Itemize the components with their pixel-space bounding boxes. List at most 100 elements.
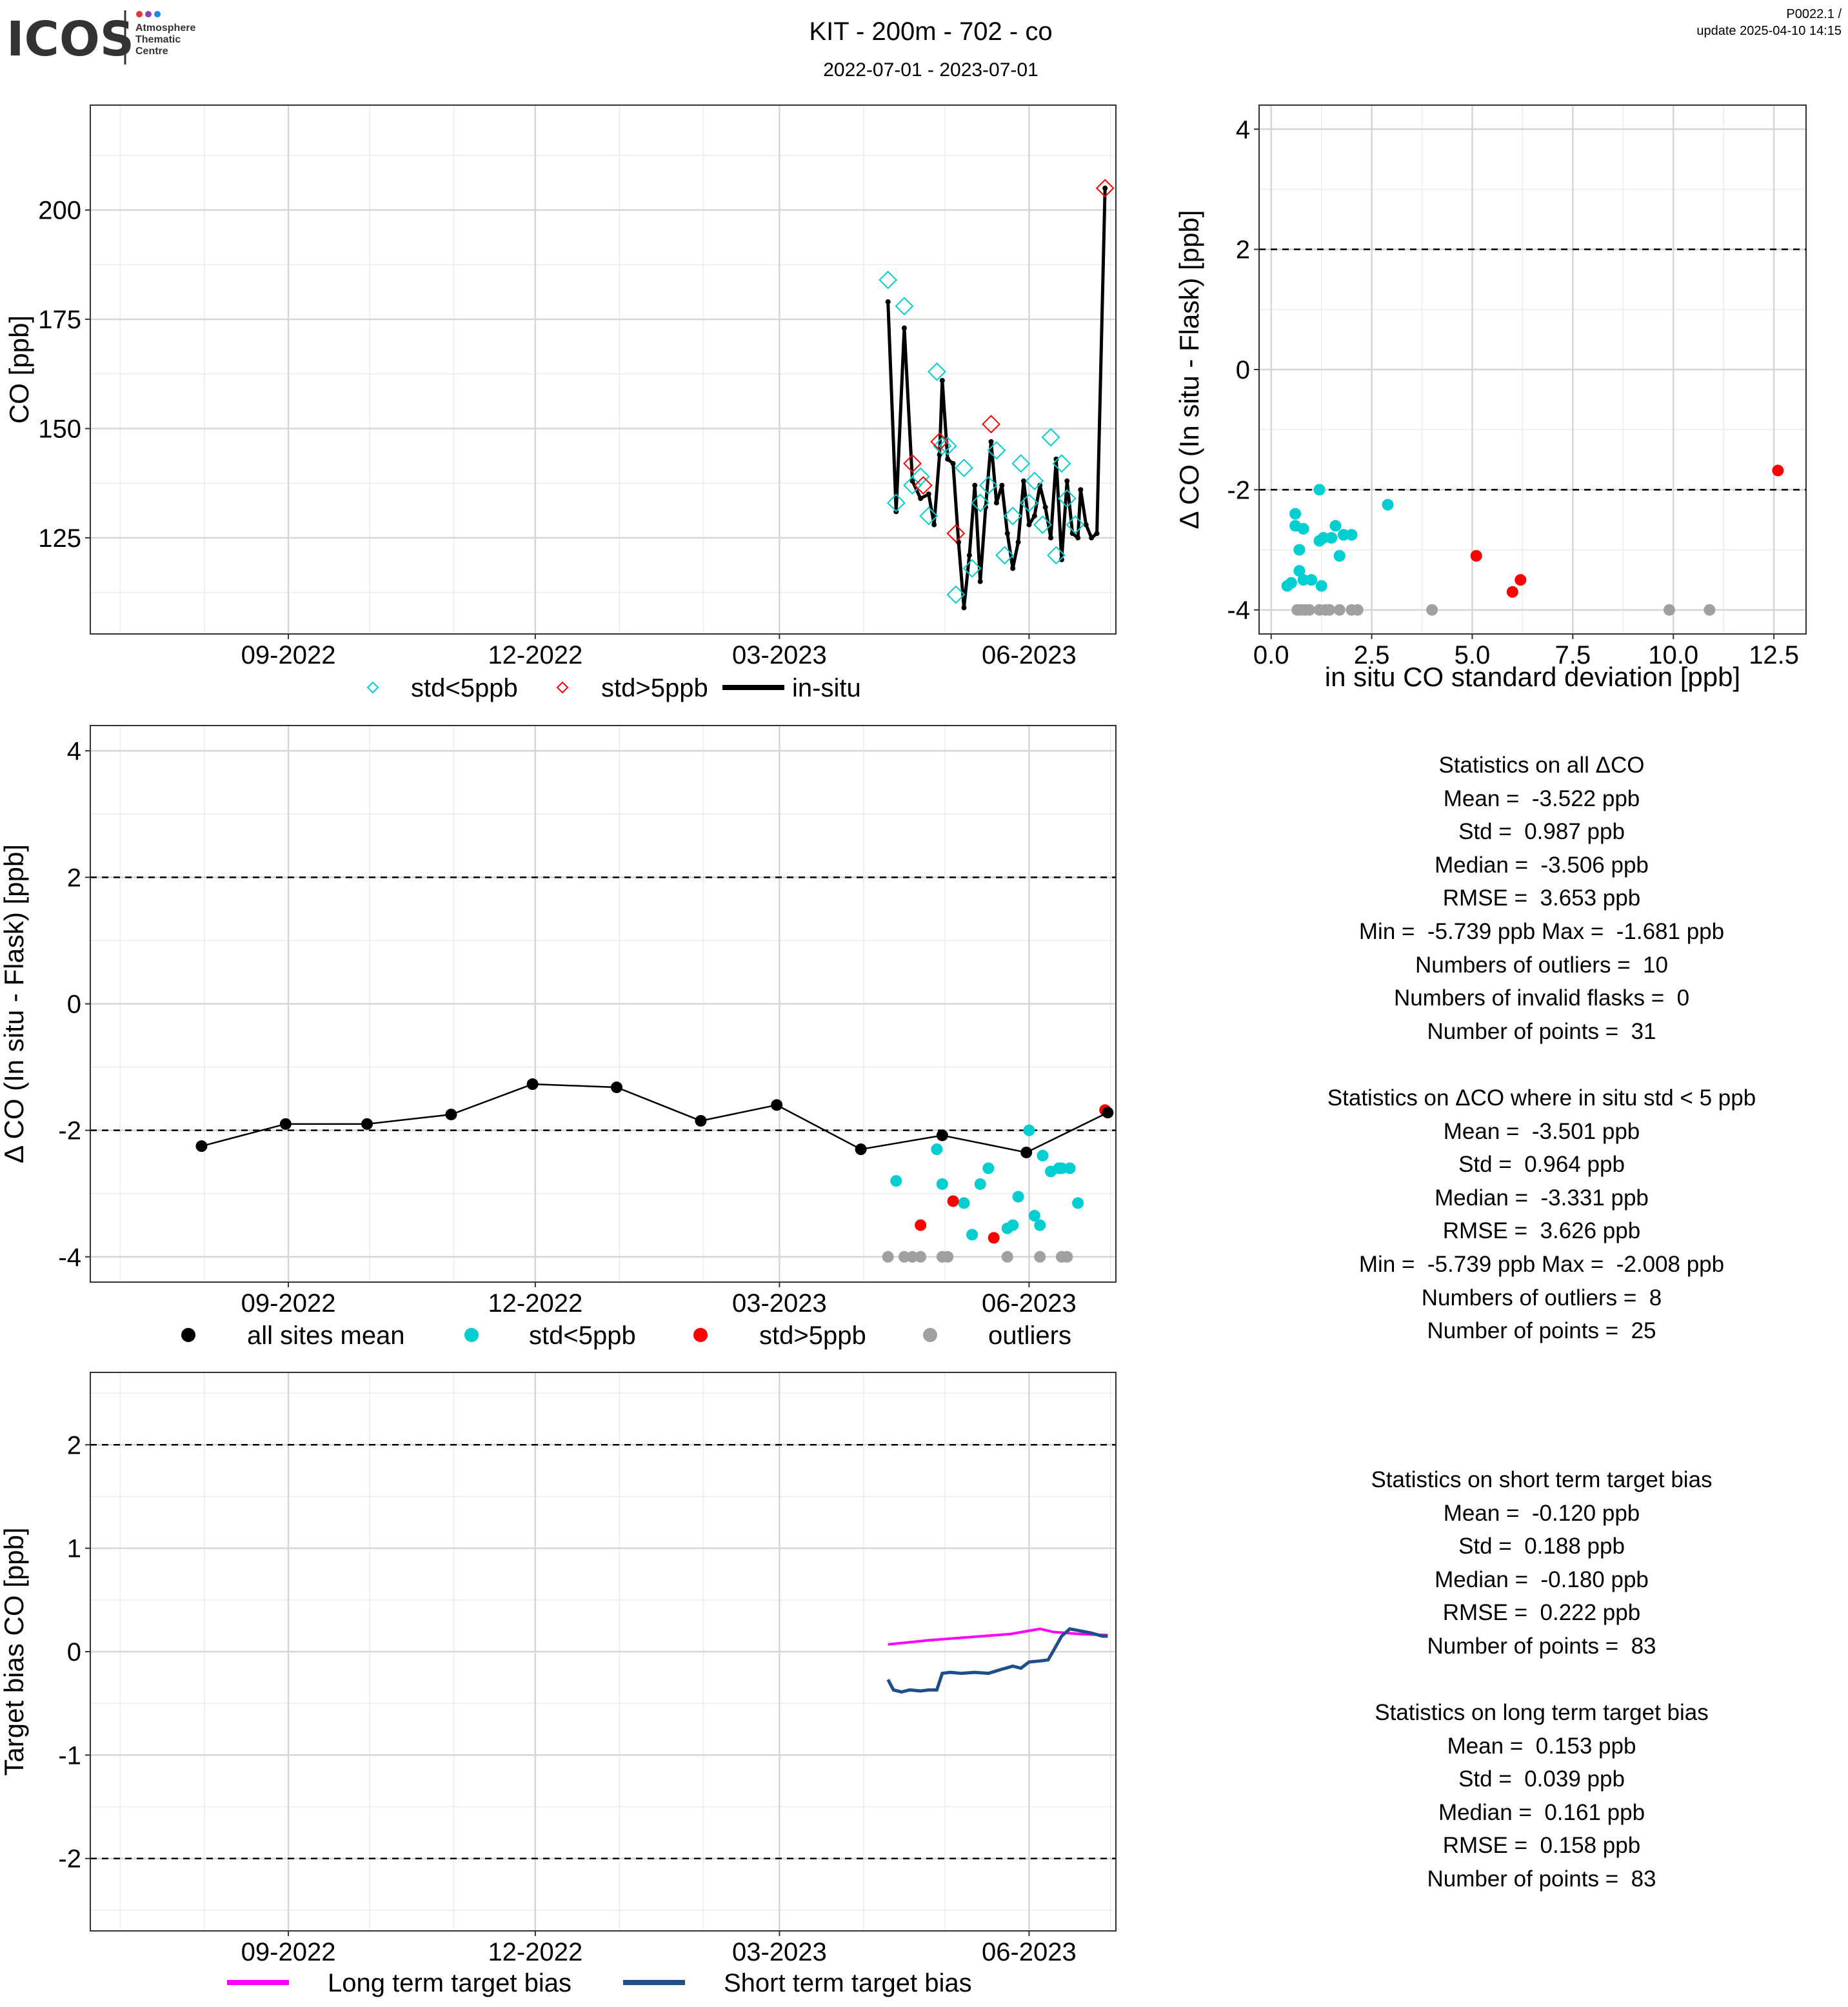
stats-heading: Statistics on long term target bias [1375, 1700, 1709, 1725]
short-term-bias-line [886, 1627, 1108, 1694]
stats-all: Statistics on all ΔCO Mean = -3.522 ppb … [1226, 749, 1848, 1048]
std-lt5-point [1023, 1124, 1035, 1136]
std-lt5-point [982, 1162, 995, 1174]
std-gt5-point [1506, 586, 1518, 598]
std-lt5-point [958, 1197, 970, 1209]
std-lt5-point [1315, 580, 1327, 592]
outlier-point [906, 1251, 919, 1263]
outlier-point [915, 1251, 927, 1263]
std-gt5-point [1470, 549, 1482, 562]
std-lt5-point [1317, 531, 1329, 544]
legend-label: all sites mean [247, 1321, 405, 1350]
std-lt5-diamond [938, 437, 957, 456]
std-lt5-point [1297, 574, 1309, 586]
std-gt5-point [947, 1195, 959, 1207]
in-situ-point [1075, 535, 1081, 540]
y-tick-label: 175 [38, 306, 81, 334]
outlier-point [942, 1251, 954, 1263]
x-tick-label: 03-2023 [732, 1938, 827, 1966]
std-lt5-point [1028, 1210, 1040, 1222]
legend-std-lt5-key [366, 681, 379, 694]
in-situ-point [918, 495, 924, 501]
stats-line: Mean = 0.153 ppb [1447, 1733, 1636, 1759]
logo-sub-1: Atmosphere [135, 23, 195, 34]
in-situ-point [939, 377, 945, 383]
y-tick-label: -2 [58, 1117, 81, 1145]
all-sites-mean-point [195, 1140, 208, 1152]
y-tick-label: 0 [67, 1638, 81, 1666]
std-lt5-point [890, 1175, 902, 1187]
logo-dot-purple [145, 11, 152, 17]
stats-line: Mean = -3.501 ppb [1443, 1118, 1640, 1144]
std-lt5-diamond [946, 585, 966, 604]
outlier-point [1324, 604, 1336, 616]
y-axis-label: Target bias CO [ppb] [0, 1527, 29, 1775]
in-situ-point [1078, 487, 1084, 493]
std-lt5-point [1329, 520, 1342, 532]
all-sites-mean-point [611, 1081, 623, 1093]
std-lt5-diamond [1011, 454, 1031, 473]
in-situ-point [931, 522, 937, 528]
legend-key [464, 1328, 479, 1342]
outlier-point [882, 1251, 894, 1263]
in-situ-point [988, 439, 994, 444]
in-situ-point [1004, 531, 1010, 537]
legend-key [181, 1328, 195, 1342]
all-sites-mean-point [1102, 1107, 1114, 1119]
y-axis-label: Δ CO (In situ - Flask) [ppb] [1174, 210, 1204, 529]
stats-line: RMSE = 0.158 ppb [1442, 1833, 1641, 1859]
y-axis-label: Δ CO (In situ - Flask) [ppb] [0, 844, 29, 1163]
co-timeseries-legend: std<5ppb std>5ppb in-situ [366, 674, 861, 702]
x-tick-label: 7.5 [1555, 641, 1591, 669]
in-situ-point [901, 325, 907, 331]
legend-std-gt5-key [556, 681, 569, 694]
stats-line: Number of points = 31 [1427, 1018, 1656, 1044]
y-tick-label: -2 [58, 1845, 81, 1874]
logo-sub-3: Centre [135, 46, 168, 57]
std-lt5-diamond [1003, 506, 1022, 526]
std-lt5-diamond [1066, 515, 1085, 534]
std-lt5-point [1055, 1162, 1068, 1174]
stats-heading: Statistics on short term target bias [1371, 1467, 1713, 1492]
y-tick-label: 200 [38, 197, 81, 225]
y-axis-label: CO [ppb] [4, 315, 34, 424]
std-lt5-point [1064, 1162, 1076, 1174]
stats-line: Median = -0.180 ppb [1435, 1567, 1649, 1592]
outlier-point [1333, 604, 1346, 616]
co-timeseries-gridlines [90, 105, 1116, 634]
stats-line: Std = 0.188 ppb [1458, 1534, 1625, 1559]
std-lt5-diamond [927, 362, 946, 381]
std-gt5-point [1772, 464, 1784, 477]
in-situ-point [1048, 535, 1054, 540]
x-tick-label: 03-2023 [732, 1289, 827, 1318]
y-tick-label: 0 [67, 991, 81, 1019]
std-lt5-point [1297, 522, 1309, 535]
std-lt5-point [974, 1178, 986, 1190]
y-tick-label: 2 [67, 1431, 81, 1459]
in-situ-point [1083, 522, 1089, 528]
std-gt5-diamond [903, 454, 922, 473]
stats-short-term: Statistics on short term target bias Mea… [1226, 1463, 1848, 1663]
y-tick-label: 0 [1236, 356, 1250, 384]
in-situ-point [1037, 482, 1043, 488]
stats-line: Std = 0.964 ppb [1458, 1152, 1625, 1178]
target-bias-gridlines [90, 1372, 1116, 1931]
all-sites-mean-point [936, 1129, 948, 1142]
std-lt5-point [1012, 1191, 1024, 1203]
update-label: update 2025-04-10 14:15 [1696, 24, 1842, 38]
stats-long-term: Statistics on long term target bias Mean… [1226, 1696, 1848, 1896]
x-tick-label: 06-2023 [982, 1938, 1077, 1966]
y-tick-label: -4 [1227, 597, 1250, 625]
legend-label: std<5ppb [411, 674, 518, 702]
std-lt5-diamond [933, 437, 952, 456]
stats-line: Number of points = 83 [1427, 1633, 1656, 1659]
logo-dot-red [136, 11, 143, 17]
version-label: P0022.1 / [1786, 7, 1842, 21]
stats-line: Numbers of outliers = 8 [1421, 1285, 1662, 1310]
stats-line: RMSE = 3.626 ppb [1442, 1218, 1641, 1244]
std-lt5-diamond [911, 467, 930, 486]
x-tick-label: 12-2022 [488, 1938, 582, 1966]
stats-line: Numbers of outliers = 10 [1415, 952, 1668, 978]
x-tick-label: 09-2022 [241, 1289, 336, 1318]
target-bias-legend: Long term target bias Short term target b… [227, 1969, 972, 1997]
